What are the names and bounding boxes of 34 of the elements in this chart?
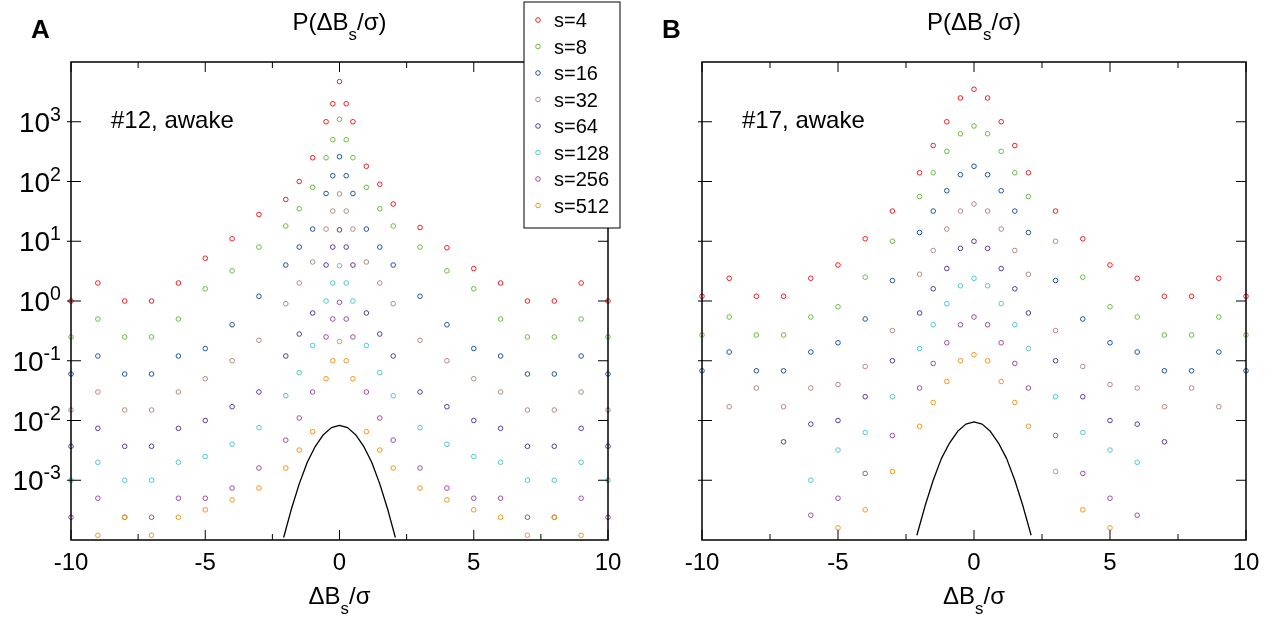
line-series (283, 424, 396, 539)
annotation: #12, awake (111, 106, 234, 133)
y-tick-label: 10$^{1}$ (18, 222, 61, 258)
x-tick-label: 10 (1232, 548, 1260, 575)
x-tick-label: -10 (684, 548, 720, 575)
chart-title: P(ΔB$_{s}$/σ) (927, 8, 1021, 44)
annotation: #17, awake (742, 106, 865, 133)
x-tick-label: 0 (967, 548, 981, 575)
y-tick-label: 10$^{-1}$ (12, 341, 61, 377)
chart-title: P(ΔB$_{s}$/σ) (292, 8, 387, 44)
legend-label: s=32 (554, 88, 598, 111)
legend-label: s=16 (554, 62, 598, 84)
legend-label: s=256 (554, 168, 610, 190)
legend-label: s=8 (554, 35, 587, 58)
text: B (662, 14, 681, 44)
legend-label: s=512 (554, 194, 610, 217)
legend-label: s=4 (554, 9, 587, 31)
x-axis-title: ΔB$_{s}$/σ (943, 582, 1006, 618)
x-tick-label: 5 (1103, 548, 1117, 575)
x-tick-label: 0 (332, 548, 347, 575)
y-tick-label: 10$^{-3}$ (12, 461, 62, 497)
x-tick-label: -5 (194, 548, 216, 575)
legend-label: s=64 (554, 115, 598, 137)
x-tick-label: 5 (467, 548, 481, 575)
y-tick-label: 10$^{0}$ (18, 282, 62, 317)
y-tick-label: 10$^{2}$ (18, 162, 61, 198)
x-tick-label: 10 (594, 548, 622, 575)
x-tick-label: -10 (53, 548, 89, 575)
y-tick-label: 10$^{3}$ (18, 102, 62, 138)
x-axis-title: ΔB$_{s}$/σ (308, 582, 371, 618)
y-tick-label: 10$^{-2}$ (12, 401, 61, 437)
legend-label: s=128 (554, 141, 610, 164)
text: A (31, 14, 50, 44)
x-tick-label: -5 (827, 548, 849, 575)
